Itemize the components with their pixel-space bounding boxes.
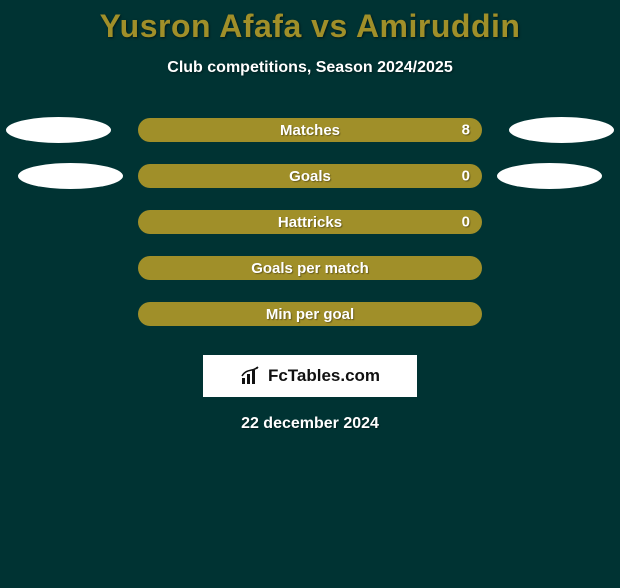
stat-value: 0 [462, 214, 470, 231]
stat-bar: Matches 8 [138, 118, 482, 142]
stat-bar: Min per goal [138, 302, 482, 326]
player-b-name: Amiruddin [356, 8, 520, 44]
player-b-marker [497, 163, 602, 189]
vs-label: vs [311, 8, 348, 44]
date-label: 22 december 2024 [0, 415, 620, 433]
stat-rows: Matches 8 Goals 0 Hattricks 0 Goals per match M… [0, 107, 620, 337]
stat-label: Matches [280, 122, 340, 139]
chart-icon [240, 366, 262, 386]
player-a-name: Yusron Afafa [100, 8, 302, 44]
player-a-marker [6, 117, 111, 143]
stat-label: Goals per match [251, 260, 369, 277]
stat-bar: Goals per match [138, 256, 482, 280]
stat-row: Goals per match [0, 245, 620, 291]
brand-text: FcTables.com [268, 366, 380, 386]
stat-row: Hattricks 0 [0, 199, 620, 245]
page-title: Yusron Afafa vs Amiruddin [0, 8, 620, 45]
stat-bar: Goals 0 [138, 164, 482, 188]
stat-row: Matches 8 [0, 107, 620, 153]
stat-row: Goals 0 [0, 153, 620, 199]
stat-value: 0 [462, 168, 470, 185]
stat-value: 8 [462, 122, 470, 139]
brand-box[interactable]: FcTables.com [203, 355, 417, 397]
player-a-marker [18, 163, 123, 189]
player-b-marker [509, 117, 614, 143]
stat-label: Min per goal [266, 306, 354, 323]
stat-label: Goals [289, 168, 331, 185]
subtitle: Club competitions, Season 2024/2025 [0, 59, 620, 77]
stat-label: Hattricks [278, 214, 342, 231]
stat-bar: Hattricks 0 [138, 210, 482, 234]
stat-row: Min per goal [0, 291, 620, 337]
